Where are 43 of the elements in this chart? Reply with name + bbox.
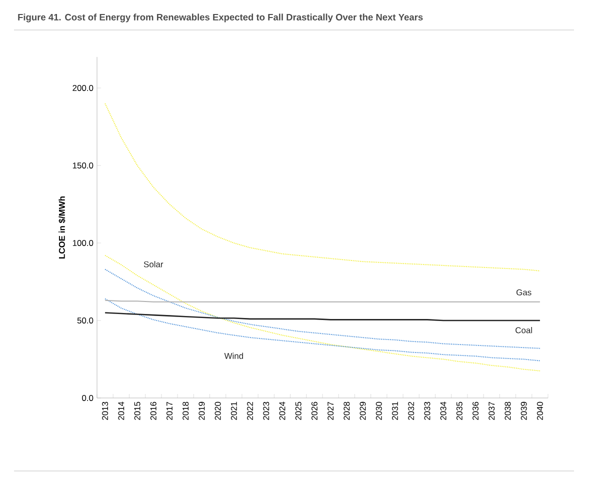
y-tick-label: 100.0	[72, 240, 94, 246]
series-label: Coal	[516, 327, 532, 334]
y-tick-label: 50.0	[77, 317, 94, 324]
x-tick-label: 2037	[488, 402, 495, 420]
y-axis-title: LCOE in $/MWh	[58, 196, 66, 258]
x-tick-label: 2035	[456, 402, 462, 420]
x-tick-label: 2032	[408, 402, 414, 420]
x-tick-label: 2016	[150, 402, 156, 420]
x-tick-label: 2034	[440, 402, 446, 420]
line-series	[104, 254, 540, 372]
x-tick-label: 2025	[295, 402, 302, 420]
x-tick-label: 2030	[376, 402, 382, 420]
x-tick-label: 2028	[344, 402, 350, 420]
x-tick-label: 2033	[424, 402, 430, 420]
x-tick-label: 2018	[182, 402, 189, 420]
line-series	[104, 102, 540, 272]
x-tick-label: 2040	[536, 402, 543, 420]
series-label: Solar	[144, 261, 164, 268]
x-tick-label: 2031	[392, 402, 398, 420]
series-label: Wind	[224, 352, 244, 359]
x-tick-label: 2013	[102, 402, 108, 420]
x-tick-label: 2014	[118, 402, 124, 420]
x-tick-label: 2039	[520, 402, 527, 420]
x-tick-label: 2022	[247, 402, 254, 420]
x-tick-label: 2026	[311, 402, 318, 420]
x-tick-label: 2017	[166, 402, 172, 420]
series-label: Gas	[516, 289, 532, 296]
y-tick-label: 150.0	[72, 162, 94, 168]
x-tick-label: 2036	[472, 402, 479, 420]
x-tick-label: 2021	[230, 402, 237, 420]
x-tick-label: 2024	[279, 402, 286, 420]
y-tick-label: 200.0	[72, 84, 94, 91]
x-tick-label: 2029	[360, 402, 366, 420]
x-tick-label: 2023	[263, 402, 270, 420]
chart-title: Figure 41. Cost of Energy from Renewables Expected to Fall Drastically Over the Next Years	[18, 14, 423, 22]
x-tick-label: 2038	[504, 402, 511, 420]
line-series	[104, 268, 540, 349]
x-tick-label: 2019	[198, 402, 205, 420]
x-tick-label: 2027	[328, 402, 334, 420]
line-series	[104, 298, 540, 362]
x-tick-label: 2020	[214, 402, 221, 420]
y-tick-label: 0.0	[82, 394, 94, 401]
x-tick-label: 2015	[134, 402, 140, 420]
